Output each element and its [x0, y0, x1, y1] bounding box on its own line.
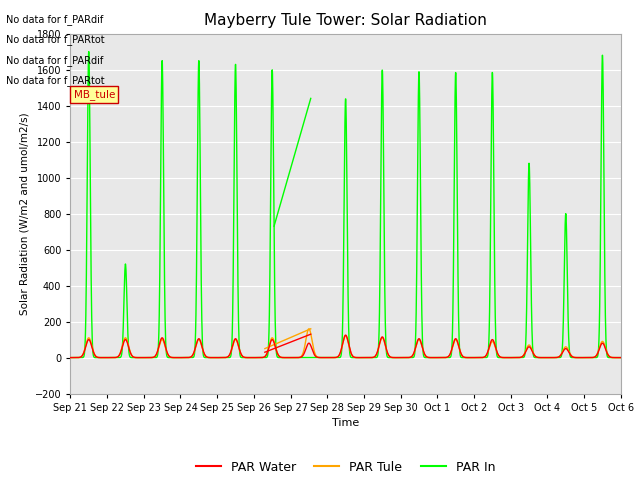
PAR Water	[342, 332, 349, 338]
Y-axis label: Solar Radiation (W/m2 and umol/m2/s): Solar Radiation (W/m2 and umol/m2/s)	[19, 112, 29, 315]
PAR Water	[564, 348, 572, 353]
PAR Tule	[564, 347, 572, 352]
PAR In	[187, 355, 195, 360]
PAR In	[287, 355, 294, 360]
PAR In	[440, 355, 447, 360]
Text: No data for f_PARtot: No data for f_PARtot	[6, 75, 105, 86]
PAR Tule	[492, 344, 499, 350]
PAR Water	[529, 349, 536, 355]
Text: No data for f_PARdif: No data for f_PARdif	[6, 14, 104, 25]
PAR Water	[440, 355, 447, 360]
Line: PAR In: PAR In	[70, 52, 640, 358]
PAR Tule	[305, 326, 313, 332]
Line: PAR Tule: PAR Tule	[70, 329, 640, 358]
PAR Tule	[529, 348, 536, 354]
Line: PAR Water: PAR Water	[70, 335, 640, 358]
PAR In	[67, 355, 74, 360]
PAR Water	[492, 343, 499, 349]
Text: MB_tule: MB_tule	[74, 89, 115, 100]
PAR Water	[187, 354, 195, 360]
Title: Mayberry Tule Tower: Solar Radiation: Mayberry Tule Tower: Solar Radiation	[204, 13, 487, 28]
PAR Water	[67, 355, 74, 360]
PAR In	[564, 315, 572, 321]
PAR Tule	[440, 355, 447, 360]
PAR Tule	[187, 354, 195, 360]
PAR Tule	[67, 355, 74, 360]
PAR In	[529, 348, 537, 354]
Legend: PAR Water, PAR Tule, PAR In: PAR Water, PAR Tule, PAR In	[191, 456, 500, 479]
Text: No data for f_PARdif: No data for f_PARdif	[6, 55, 104, 66]
X-axis label: Time: Time	[332, 418, 359, 428]
PAR In	[85, 49, 93, 55]
PAR In	[492, 323, 499, 328]
Text: No data for f_PARtot: No data for f_PARtot	[6, 35, 105, 46]
